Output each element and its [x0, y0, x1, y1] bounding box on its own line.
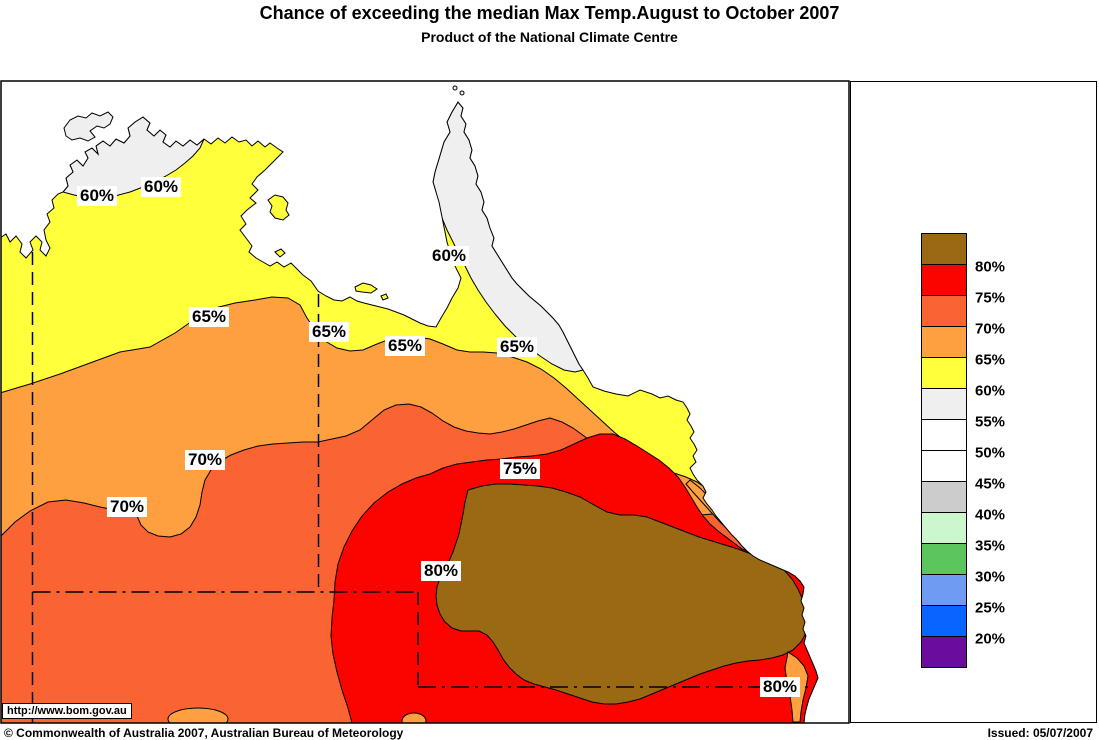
- island-torres-2: [459, 90, 465, 96]
- legend-label: 55%: [975, 413, 1006, 431]
- contour-label: 60%: [140, 177, 182, 197]
- map-frame: [0, 80, 850, 724]
- legend-label: 45%: [975, 475, 1006, 493]
- island-tiwi: [63, 111, 114, 142]
- legend-swatch: [921, 543, 967, 575]
- legend-swatch: [921, 481, 967, 513]
- island-groote-eylandt: [267, 194, 290, 221]
- contour-label: 65%: [308, 322, 350, 342]
- legend-swatch: [921, 574, 967, 606]
- island-small-gulf: [380, 293, 389, 301]
- legend-swatch: [921, 419, 967, 451]
- contour-label: 80%: [759, 677, 801, 697]
- contour-label: 80%: [420, 561, 462, 581]
- island-mornington: [354, 282, 378, 294]
- legend-swatch: [921, 295, 967, 327]
- legend-panel: 80% 75% 70% 65% 60% 55% 50% 45% 40% 35% 30% 25% 20%: [850, 81, 1097, 723]
- legend-swatch: [921, 605, 967, 637]
- contour-label: 70%: [184, 450, 226, 470]
- map-title: Chance of exceeding the median Max Temp.…: [259, 3, 840, 23]
- contour-label: 65%: [496, 337, 538, 357]
- legend-label: 20%: [975, 630, 1006, 648]
- contour-label: 65%: [384, 336, 426, 356]
- legend-label: 40%: [975, 506, 1006, 524]
- map-subtitle: Product of the National Climate Centre: [421, 29, 678, 45]
- contour-label: 65%: [188, 307, 230, 327]
- legend-label: 70%: [975, 320, 1006, 338]
- legend-label: 25%: [975, 599, 1006, 617]
- contour-label: 60%: [428, 246, 470, 266]
- footer-copyright: © Commonwealth of Australia 2007, Austra…: [4, 726, 404, 740]
- contour-label: 60%: [76, 186, 118, 206]
- legend-swatch: [921, 512, 967, 544]
- footer-issued-date: Issued: 05/07/2007: [987, 726, 1093, 740]
- orange-pocket-bottom-mid: [401, 712, 427, 723]
- island-pellew: [274, 248, 286, 258]
- legend-label: 30%: [975, 568, 1006, 586]
- contour-label: 75%: [499, 459, 541, 479]
- legend-label: 80%: [975, 258, 1006, 276]
- legend-label: 65%: [975, 351, 1006, 369]
- legend-label: 50%: [975, 444, 1006, 462]
- legend-swatch: [921, 264, 967, 296]
- legend-label: 35%: [975, 537, 1006, 555]
- orange-pocket-bottom-left: [167, 707, 229, 723]
- legend-swatch: [921, 636, 967, 668]
- island-torres-1: [452, 85, 458, 91]
- legend-label: 60%: [975, 382, 1006, 400]
- bom-url-label: http://www.bom.gov.au: [2, 703, 132, 719]
- legend-label: 75%: [975, 289, 1006, 307]
- region-80-plus: [435, 483, 809, 705]
- legend-swatch: [921, 450, 967, 482]
- contour-label: 70%: [106, 497, 148, 517]
- legend-swatch: [921, 326, 967, 358]
- legend-swatch: [921, 357, 967, 389]
- legend-swatch: [921, 388, 967, 420]
- legend-swatch: [921, 233, 967, 265]
